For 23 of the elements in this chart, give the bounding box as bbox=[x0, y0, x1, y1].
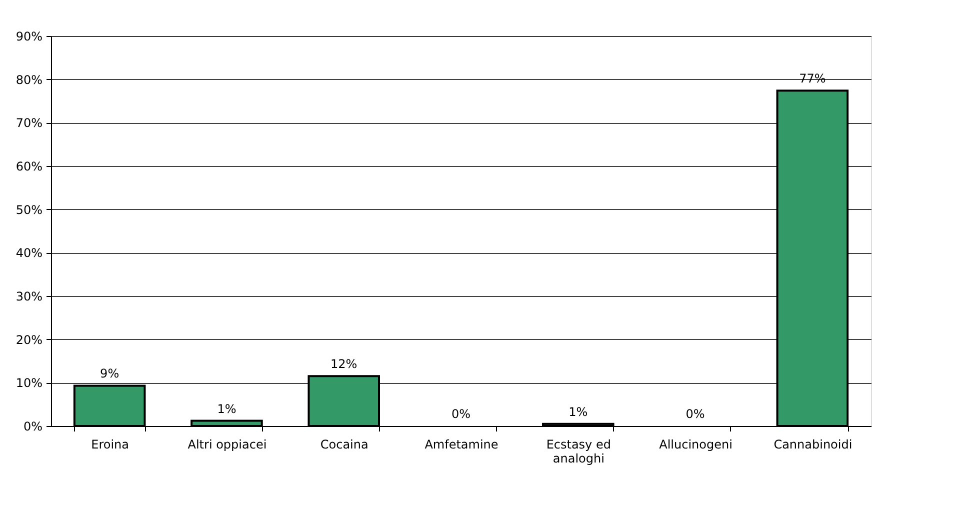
y-tick-label: 60% bbox=[16, 160, 42, 174]
y-tick-label: 90% bbox=[16, 30, 42, 44]
x-tick-label: Cocaina bbox=[320, 438, 368, 452]
data-label: 0% bbox=[451, 407, 471, 421]
y-tick-label: 30% bbox=[16, 290, 42, 304]
x-tick-label: Allucinogeni bbox=[659, 438, 732, 452]
x-tick-label: Eroina bbox=[91, 438, 130, 452]
x-tick-label: Altri oppiacei bbox=[188, 438, 267, 452]
data-label: 0% bbox=[686, 407, 705, 421]
y-tick-label: 40% bbox=[16, 246, 42, 260]
data-label: 1% bbox=[217, 402, 236, 416]
x-tick-label: Cannabinoidi bbox=[774, 438, 852, 452]
y-tick-label: 0% bbox=[23, 420, 42, 434]
y-tick-label: 70% bbox=[16, 116, 42, 130]
y-tick-label: 50% bbox=[16, 202, 42, 217]
data-label: 12% bbox=[330, 357, 358, 372]
x-tick-label: Amfetamine bbox=[424, 438, 498, 452]
data-label: 1% bbox=[568, 404, 588, 419]
data-label: 9% bbox=[100, 366, 120, 381]
x-tick-label: Ecstasy ed analoghi bbox=[546, 438, 611, 466]
y-tick-label: 20% bbox=[16, 332, 42, 347]
y-tick-label: 80% bbox=[16, 72, 42, 87]
y-tick-label: 10% bbox=[16, 376, 42, 390]
